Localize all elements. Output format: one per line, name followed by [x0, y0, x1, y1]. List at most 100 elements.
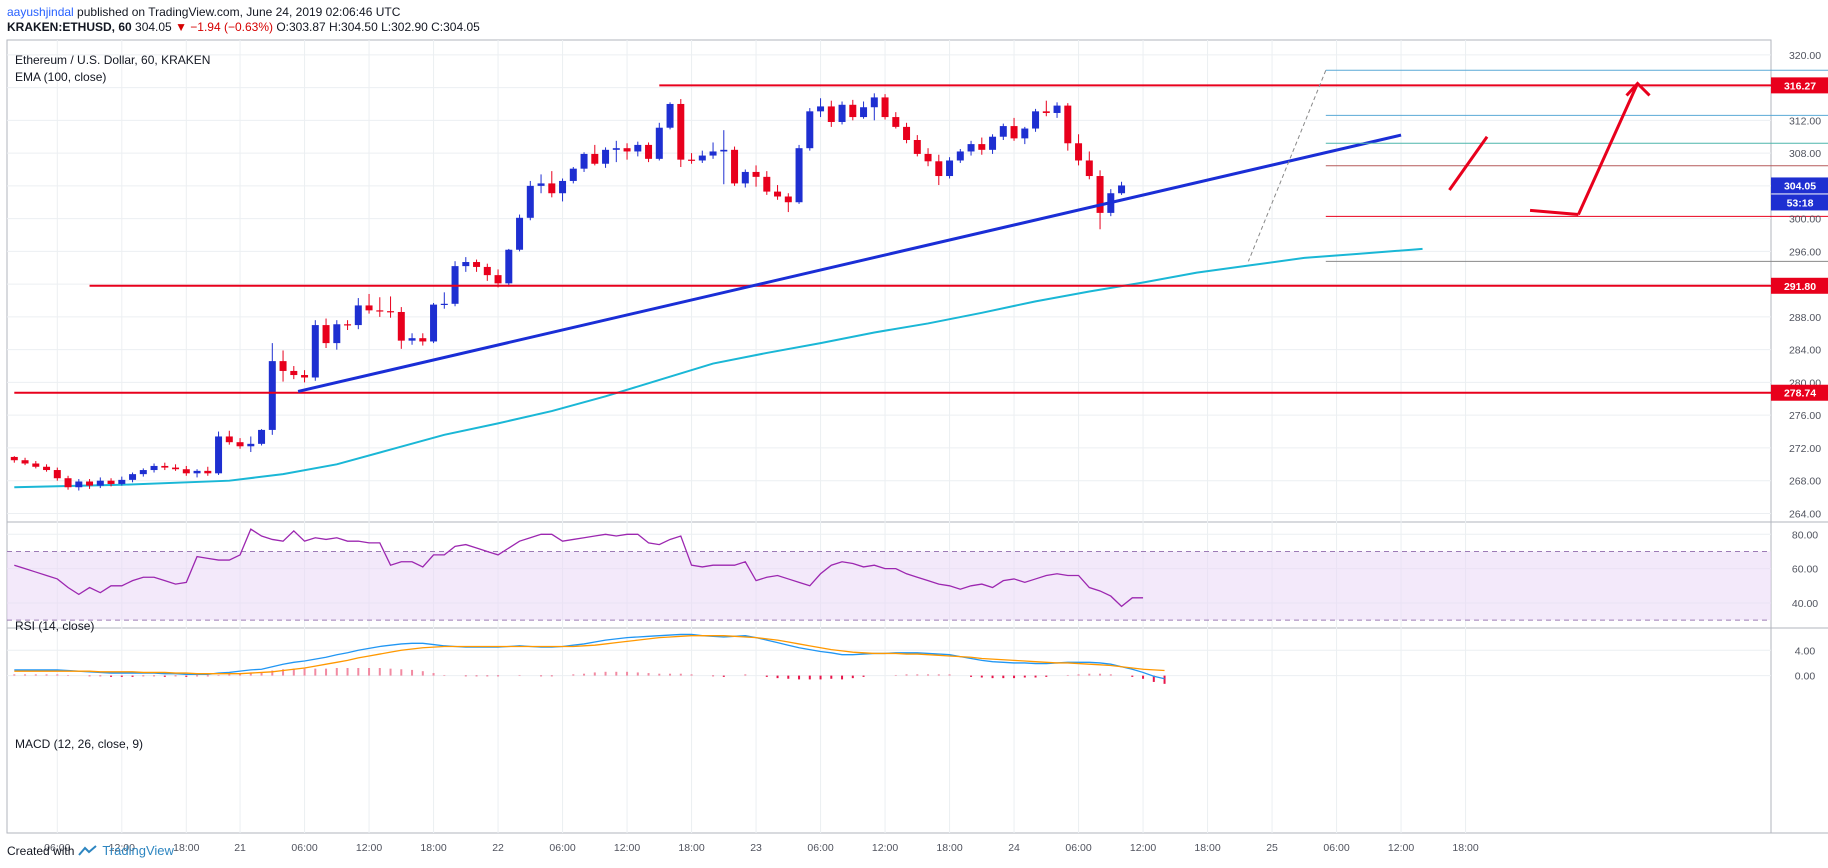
candle-body	[720, 149, 728, 152]
projection-stroke[interactable]	[1529, 208, 1579, 217]
candle-body	[569, 168, 577, 181]
candle-body	[526, 185, 534, 218]
rsi-line	[14, 528, 1144, 608]
time-tick-label: 24	[1008, 842, 1020, 854]
symbol-line: KRAKEN:ETHUSD, 60 304.05 ▼ −1.94 (−0.63%…	[7, 20, 480, 35]
candle-body	[107, 480, 115, 484]
price-tick-label: 296.00	[1789, 246, 1821, 258]
candle-body	[462, 262, 470, 267]
time-tick-label: 06:00	[44, 842, 70, 854]
candle-body	[956, 151, 964, 161]
candle-body	[559, 180, 567, 194]
candle-body	[537, 183, 545, 186]
candle-body	[935, 161, 943, 177]
candle-body	[86, 481, 94, 486]
candle-body	[215, 436, 223, 474]
macd-signal-line	[14, 635, 1165, 675]
candle-body	[397, 311, 405, 341]
candle-body	[64, 478, 72, 488]
candle-body	[645, 144, 653, 159]
price-tick-label: 264.00	[1789, 508, 1821, 520]
candle-body	[1032, 111, 1040, 129]
candle-body	[817, 106, 825, 112]
candle-body	[204, 470, 212, 474]
time-tick-label: 12:00	[356, 842, 382, 854]
rsi-pane-title: RSI (14, close)	[15, 619, 94, 633]
candle-body	[236, 442, 244, 447]
created-with-text: Created with	[7, 843, 75, 858]
price-tick-label: 272.00	[1789, 443, 1821, 455]
candle-body	[473, 262, 481, 267]
fib-trend-line	[1247, 70, 1327, 262]
candle-body	[634, 144, 642, 152]
candle-body	[225, 436, 233, 443]
candle-body	[881, 97, 889, 118]
candle-body	[161, 465, 169, 468]
candle-body	[741, 171, 749, 184]
price-change: ▼ −1.94 (−0.63%)	[175, 20, 277, 34]
author-link[interactable]: aayushjindal	[7, 5, 74, 19]
tradingview-logo-icon	[78, 844, 98, 856]
candle-body	[1053, 105, 1061, 113]
candle-body	[548, 183, 556, 194]
candle-body	[795, 148, 803, 203]
candle-body	[494, 275, 502, 284]
price-axis[interactable]: 320.00316.00312.00308.00304.00300.00296.…	[1771, 50, 1828, 683]
candle-body	[247, 443, 255, 447]
rsi-tick-label: 40.00	[1792, 598, 1818, 610]
candle-body	[978, 144, 986, 150]
candle-body	[623, 148, 631, 152]
price-tick-label: 276.00	[1789, 410, 1821, 422]
price-tick-label: 268.00	[1789, 476, 1821, 488]
candle-body	[967, 144, 975, 152]
candle-body	[989, 136, 997, 150]
projection-stroke[interactable]	[1577, 82, 1639, 216]
price-tick-label: 320.00	[1789, 50, 1821, 62]
macd-pane[interactable]: MACD (12, 26, close, 9)	[13, 633, 1166, 751]
candle-body	[419, 338, 427, 342]
projection-arrowhead[interactable]	[1625, 81, 1651, 97]
candle-body	[903, 126, 911, 140]
tradingview-brand-link[interactable]: TradingView	[102, 843, 174, 858]
rsi-pane[interactable]: RSI (14, close)	[7, 528, 1771, 633]
projection-stroke[interactable]	[1448, 135, 1489, 191]
price-tag-label: 278.74	[1784, 388, 1816, 400]
candle-body	[946, 160, 954, 177]
candle-body	[827, 106, 835, 122]
time-tick-label: 06:00	[1065, 842, 1091, 854]
ohlc-values: O:303.87 H:304.50 L:302.90 C:304.05	[276, 20, 480, 34]
candle-body	[602, 149, 610, 164]
candle-body	[279, 361, 287, 371]
chart-header: aayushjindal published on TradingView.co…	[7, 5, 480, 35]
candle-body	[774, 191, 782, 197]
macd-pane-title: MACD (12, 26, close, 9)	[15, 737, 143, 751]
time-tick-label: 06:00	[1323, 842, 1349, 854]
chart-grid	[7, 40, 1828, 834]
time-tick-label: 18:00	[936, 842, 962, 854]
candle-body	[860, 107, 868, 118]
candle-body	[580, 153, 588, 169]
candle-body	[21, 460, 29, 464]
price-tick-label: 312.00	[1789, 115, 1821, 127]
candle-body	[430, 304, 438, 342]
price-tag-resistance	[1771, 77, 1828, 94]
candle-body	[655, 127, 663, 159]
time-axis[interactable]: 06:00 12:00 18:00 21 06:00 12:00 18:00 22 06:00 1…	[44, 842, 1479, 854]
candle-body	[612, 148, 620, 150]
candle-body	[1096, 176, 1104, 213]
support-trendline[interactable]	[297, 133, 1402, 393]
time-tick-label: 23	[750, 842, 762, 854]
current-price-tag	[1771, 177, 1828, 194]
candle-body	[301, 375, 309, 378]
price-pane[interactable]: Ethereum / U.S. Dollar, 60, KRAKEN EMA (…	[10, 53, 1828, 491]
candle-body	[408, 338, 416, 341]
time-tick-label: 18:00	[173, 842, 199, 854]
candle-body	[129, 474, 137, 480]
candle-body	[806, 111, 814, 149]
candle-body	[1042, 111, 1050, 113]
candle-body	[838, 104, 846, 122]
candle-body	[698, 155, 706, 161]
candle-body	[365, 305, 373, 311]
time-tick-label: 12:00	[614, 842, 640, 854]
